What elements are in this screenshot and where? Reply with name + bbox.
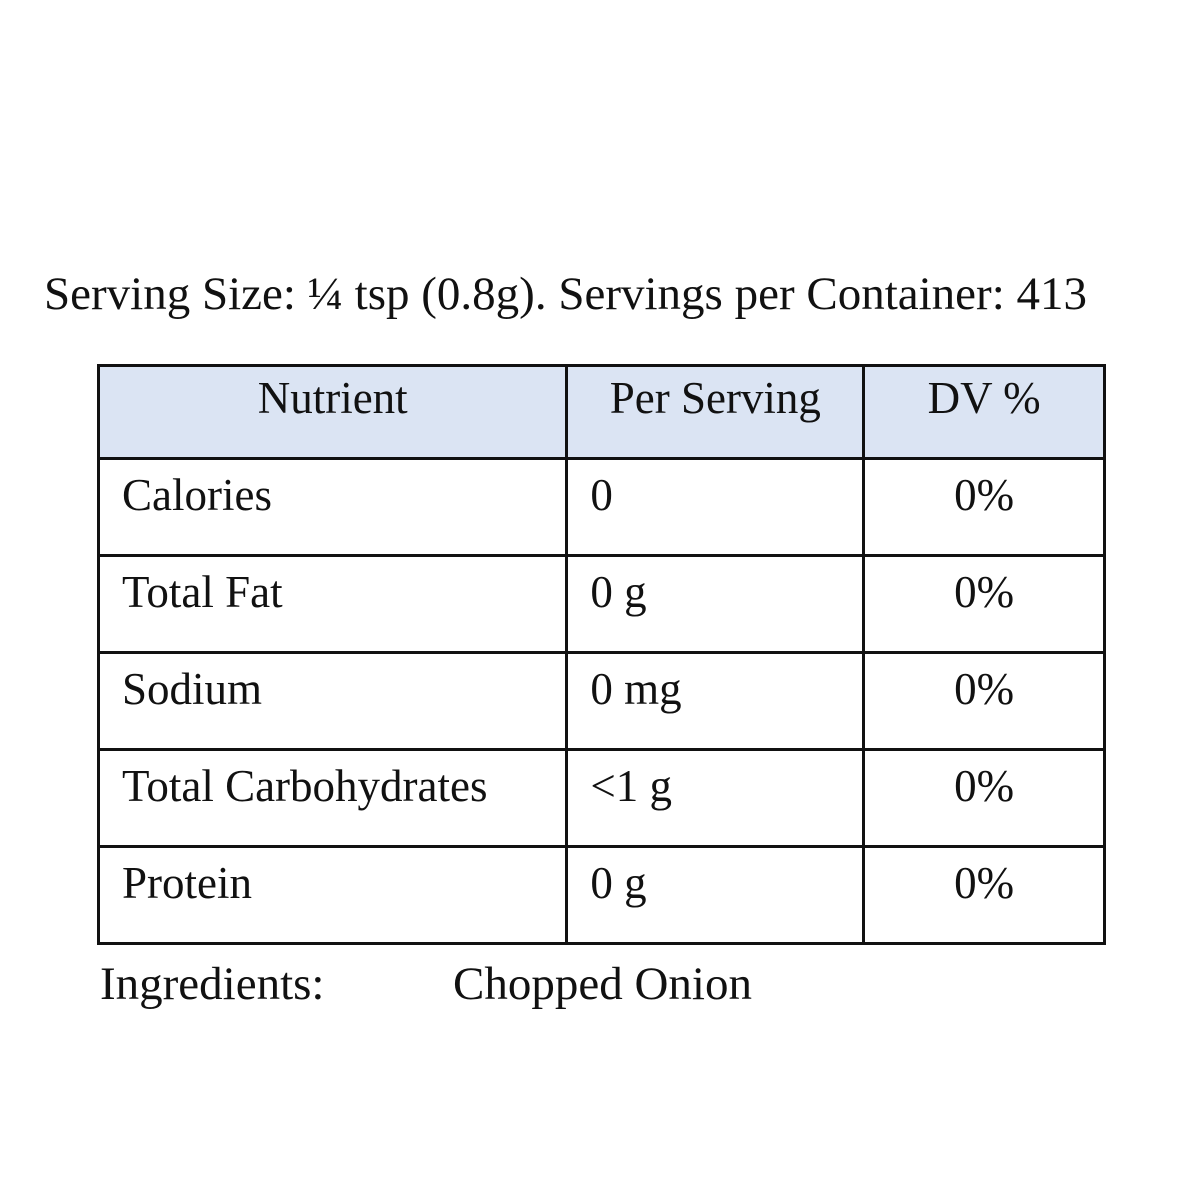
ingredients-value: Chopped Onion (453, 958, 752, 1010)
table-row: Calories 0 0% (96, 457, 1106, 557)
nutrient-name: Calories (96, 457, 569, 557)
nutrient-name: Total Fat (96, 554, 569, 654)
nutrient-name: Protein (96, 845, 569, 945)
serving-size-line: Serving Size: ¼ tsp (0.8g). Servings per… (44, 268, 1087, 320)
ingredients-label: Ingredients: (100, 958, 325, 1010)
nutrient-name: Total Carbohydrates (96, 748, 569, 848)
per-serving-value: <1 g (565, 748, 866, 848)
nutrition-table: Nutrient Per Serving DV % Calories 0 0% … (96, 364, 1106, 945)
per-serving-value: 0 g (565, 845, 866, 945)
header-dv-percent: DV % (862, 364, 1106, 460)
dv-value: 0% (862, 457, 1106, 557)
header-per-serving: Per Serving (565, 364, 866, 460)
table-row: Sodium 0 mg 0% (96, 651, 1106, 751)
dv-value: 0% (862, 845, 1106, 945)
dv-value: 0% (862, 651, 1106, 751)
table-row: Total Fat 0 g 0% (96, 554, 1106, 654)
table-row: Total Carbohydrates <1 g 0% (96, 748, 1106, 848)
dv-value: 0% (862, 554, 1106, 654)
per-serving-value: 0 g (565, 554, 866, 654)
per-serving-value: 0 mg (565, 651, 866, 751)
table-header-row: Nutrient Per Serving DV % (96, 364, 1106, 460)
table-row: Protein 0 g 0% (96, 845, 1106, 945)
per-serving-value: 0 (565, 457, 866, 557)
header-nutrient: Nutrient (96, 364, 569, 460)
nutrient-name: Sodium (96, 651, 569, 751)
dv-value: 0% (862, 748, 1106, 848)
